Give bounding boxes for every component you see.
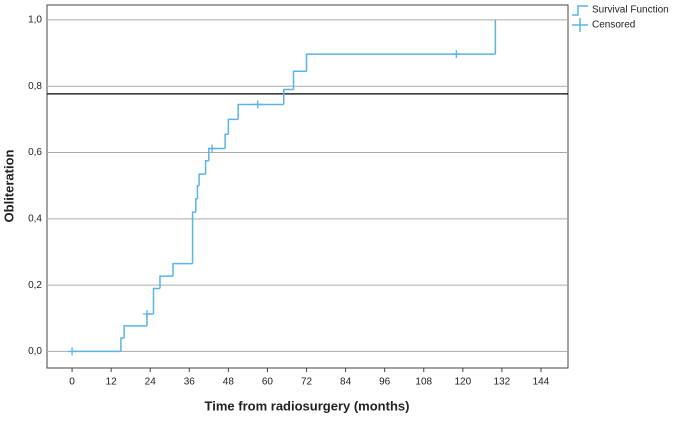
survival-step (224, 133, 229, 149)
censor-mark (208, 144, 217, 153)
legend-icon (572, 5, 588, 16)
censor-mark (253, 100, 262, 109)
x-tick-label: 48 (223, 377, 235, 388)
survival-step (282, 88, 294, 105)
y-tick-label: 1,0 (28, 15, 42, 26)
survival-step (204, 160, 209, 175)
survival-step (208, 147, 226, 161)
x-axis-title: Time from radiosurgery (months) (205, 398, 410, 413)
censor-mark (68, 347, 77, 356)
legend-icon (572, 18, 588, 32)
survival-step (195, 198, 198, 213)
x-tick-label: 60 (262, 377, 274, 388)
y-axis-title: Obliteration (1, 149, 16, 222)
censor-mark (142, 309, 151, 318)
survival-step (305, 53, 496, 72)
survival-step (196, 184, 200, 199)
survival-step (152, 287, 160, 314)
survival-step (159, 275, 174, 289)
x-tick-label: 36 (184, 377, 196, 388)
legend-label: Censored (592, 20, 635, 31)
y-tick-label: 0,2 (28, 280, 42, 291)
y-tick-label: 0,4 (28, 213, 42, 224)
y-tick-label: 0,0 (28, 346, 42, 357)
x-tick-label: 108 (415, 377, 432, 388)
survival-step (237, 103, 284, 120)
survival-step (123, 325, 147, 339)
y-tick-label: 0,6 (28, 147, 42, 158)
x-tick-label: 72 (301, 377, 313, 388)
survival-step (292, 70, 307, 90)
censor-mark (452, 50, 461, 59)
survival-step (227, 118, 239, 135)
survival-step (198, 173, 206, 186)
x-tick-label: 24 (145, 377, 157, 388)
x-tick-label: 120 (454, 377, 471, 388)
survival-step (120, 337, 125, 352)
survival-step (191, 211, 196, 264)
survival-step (172, 262, 193, 277)
legend-label: Survival Function (592, 5, 669, 16)
survival-step (146, 313, 154, 326)
plot-area (46, 4, 569, 369)
x-tick-label: 0 (69, 377, 75, 388)
x-tick-label: 132 (494, 377, 511, 388)
x-tick-label: 12 (106, 377, 118, 388)
x-tick-label: 96 (379, 377, 391, 388)
y-tick-label: 0,8 (28, 81, 42, 92)
x-tick-label: 84 (340, 377, 352, 388)
x-tick-label: 144 (533, 377, 550, 388)
